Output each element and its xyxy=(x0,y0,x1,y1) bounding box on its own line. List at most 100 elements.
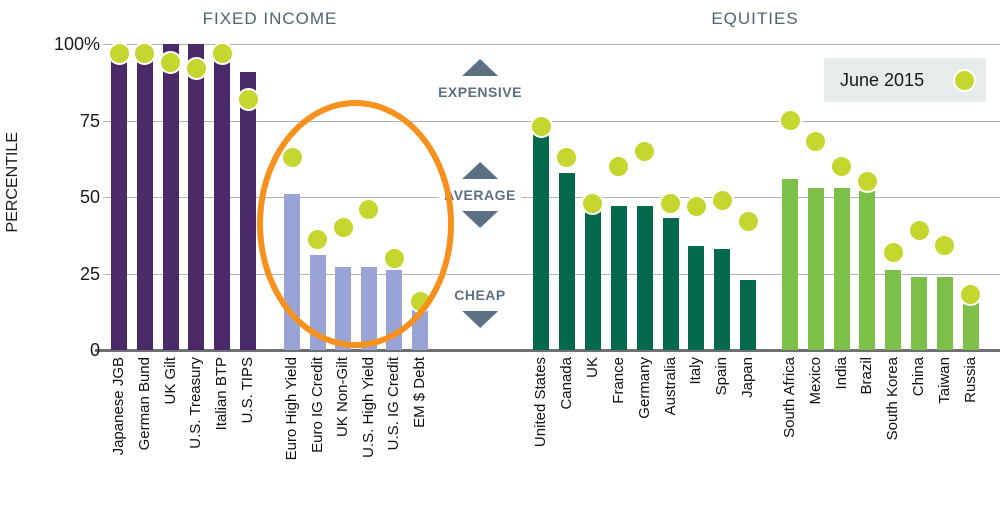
dot-russia xyxy=(959,283,983,307)
x-label-japan: Japan xyxy=(739,357,757,398)
y-tick-label: 25 xyxy=(79,263,100,284)
legend-dot-icon xyxy=(953,68,976,92)
section-title-equities: EQUITIES xyxy=(711,9,799,28)
x-label-south-korea: South Korea xyxy=(884,357,902,441)
bar-u-s-treasury xyxy=(188,44,205,350)
bar-mexico xyxy=(807,187,824,350)
arrow-down-icon xyxy=(461,311,498,328)
annotation-average-label: AVERAGE xyxy=(439,186,521,204)
x-label-u-s-treasury: U.S. Treasury xyxy=(187,357,205,449)
x-label-south-africa: South Africa xyxy=(781,357,798,438)
x-axis-line xyxy=(95,349,1000,352)
y-tick-label: 50 xyxy=(79,187,100,207)
arrow-down-icon xyxy=(461,211,498,228)
dot-india xyxy=(830,154,854,178)
bar-u-s-tips xyxy=(240,71,256,350)
x-label-china: China xyxy=(910,357,927,397)
x-label-brazil: Brazil xyxy=(858,357,876,395)
annotation-cheap: CHEAP xyxy=(449,286,511,328)
x-label-germany: Germany xyxy=(635,357,653,419)
dot-u-s-tips xyxy=(236,87,260,111)
x-label-italy: Italy xyxy=(687,357,705,385)
bar-spain xyxy=(714,249,731,350)
bar-china xyxy=(911,276,927,350)
highlight-ellipse xyxy=(257,100,454,348)
x-label-italian-btp: Italian BTP xyxy=(213,357,231,431)
x-label-uk-gilt: UK Gilt xyxy=(161,357,179,405)
dot-mexico xyxy=(804,130,828,154)
bar-italian-btp xyxy=(214,50,231,350)
dot-italian-btp xyxy=(210,41,234,65)
x-label-euro-high-yield: Euro High Yield xyxy=(283,357,300,461)
x-label-em-debt: EM $ Debt xyxy=(411,357,428,428)
legend: June 2015 xyxy=(824,58,986,102)
x-label-russia: Russia xyxy=(961,357,979,403)
dot-taiwan xyxy=(933,234,957,258)
dot-china xyxy=(907,219,931,243)
arrow-up-icon xyxy=(461,162,498,179)
dot-south-africa xyxy=(778,109,802,132)
x-label-taiwan: Taiwan xyxy=(935,357,953,404)
x-label-australia: Australia xyxy=(661,357,679,416)
x-label-u-s-ig-credit: U.S. IG Credit xyxy=(385,357,403,451)
dot-canada xyxy=(555,145,579,169)
x-label-u-s-tips: U.S. TIPS xyxy=(239,357,256,424)
bar-brazil xyxy=(859,190,876,350)
dot-uk-gilt xyxy=(159,50,183,74)
bar-german-bund xyxy=(136,50,153,350)
bar-united-states xyxy=(533,132,549,350)
dot-brazil xyxy=(855,170,879,194)
x-label-united-states: United States xyxy=(532,357,549,448)
dot-germany xyxy=(633,139,657,163)
dot-south-korea xyxy=(881,240,905,264)
bar-canada xyxy=(558,172,575,350)
annotation-average: AVERAGE xyxy=(439,162,521,228)
arrow-up-icon xyxy=(462,59,498,76)
x-label-india: India xyxy=(832,357,850,390)
dot-australia xyxy=(659,191,682,215)
y-tick-label: 100% xyxy=(53,34,100,54)
x-label-japanese-jgb: Japanese JGB xyxy=(110,357,127,456)
x-label-uk-non-gilt: UK Non-Gilt xyxy=(334,357,352,438)
bar-australia xyxy=(662,218,679,350)
bar-taiwan xyxy=(936,276,953,350)
x-label-german-bund: German Bund xyxy=(135,357,153,451)
bar-india xyxy=(833,187,850,350)
x-label-spain: Spain xyxy=(713,357,731,396)
dot-german-bund xyxy=(133,41,157,65)
y-tick-label: 0 xyxy=(89,340,100,360)
bar-russia xyxy=(962,297,979,350)
gridline xyxy=(103,197,1000,198)
dot-spain xyxy=(710,188,734,212)
bar-japanese-jgb xyxy=(111,50,127,350)
annotation-expensive-label: EXPENSIVE xyxy=(433,83,527,101)
x-label-uk: UK xyxy=(583,357,601,378)
dot-u-s-treasury xyxy=(184,56,208,80)
x-label-canada: Canada xyxy=(557,357,575,410)
x-label-france: France xyxy=(609,357,627,404)
annotation-expensive: EXPENSIVE xyxy=(433,59,527,101)
dot-italy xyxy=(684,194,708,218)
x-label-u-s-high-yield: U.S. High Yield xyxy=(359,357,377,458)
dot-uk xyxy=(581,191,605,215)
annotation-cheap-label: CHEAP xyxy=(449,286,511,304)
bar-japan xyxy=(740,279,757,350)
x-label-euro-ig-credit: Euro IG Credit xyxy=(308,357,326,453)
dot-japan xyxy=(736,209,760,233)
bar-italy xyxy=(688,245,705,350)
bar-south-korea xyxy=(885,270,902,350)
bar-uk xyxy=(584,209,601,350)
bar-south-africa xyxy=(782,178,798,350)
y-tick-label: 75 xyxy=(79,110,100,131)
y-axis-title: PERCENTILE xyxy=(4,132,21,233)
gridline xyxy=(103,273,1000,275)
dot-united-states xyxy=(529,115,553,139)
dot-france xyxy=(607,154,631,178)
bar-france xyxy=(610,206,627,350)
bar-germany xyxy=(636,206,653,350)
dot-japanese-jgb xyxy=(107,41,131,65)
gridline xyxy=(103,44,1000,45)
x-label-mexico: Mexico xyxy=(806,357,824,405)
section-title-fixed-income: FIXED INCOME xyxy=(202,9,338,28)
